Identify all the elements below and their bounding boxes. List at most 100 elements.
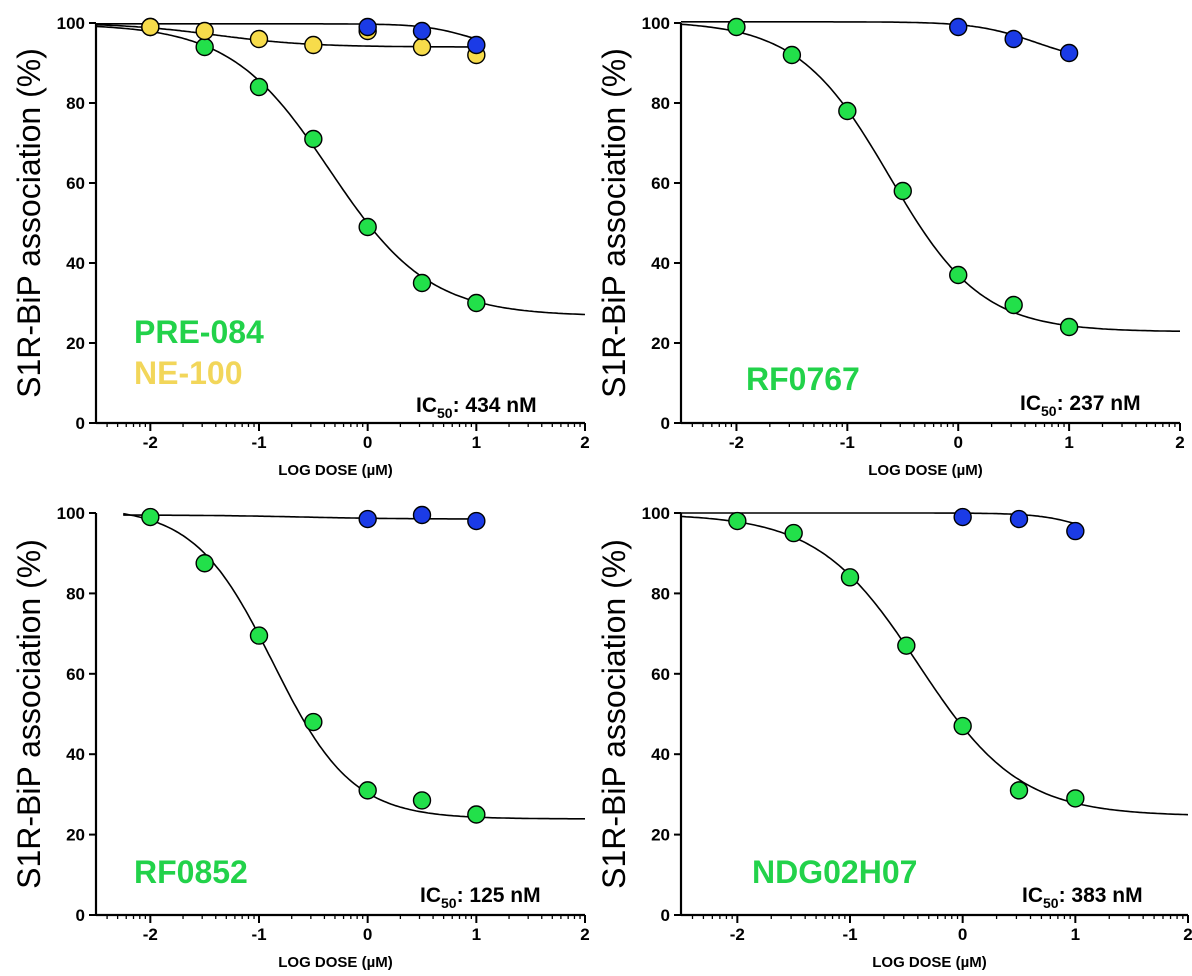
x-tick-label: 1: [472, 925, 481, 944]
y-tick-label: 80: [66, 94, 85, 113]
data-point-yellow: [195, 21, 214, 41]
compound-label: NE-100: [134, 355, 243, 391]
fit-curve: [680, 23, 1180, 332]
data-point-yellow: [412, 37, 432, 57]
data-point-blue: [412, 505, 432, 525]
y-axis-title: S1R-BiP association (%): [596, 539, 632, 889]
x-tick-label: 2: [580, 433, 589, 452]
data-point-green: [1004, 295, 1023, 315]
x-tick-label: -2: [730, 925, 745, 944]
y-tick-label: 0: [661, 414, 670, 433]
data-point-green: [1059, 317, 1079, 337]
fit-curve: [681, 21, 1070, 54]
y-tick-label: 80: [651, 94, 670, 113]
chart-panel-1: 0 20 40 60 80 100 -2 -1 0 1 2 LOG DOSE (µM) S1R-BiP …: [11, 14, 590, 479]
x-tick-label: -1: [840, 433, 855, 452]
y-axis-title: S1R-BiP association (%): [596, 48, 632, 398]
compound-label: PRE-084: [134, 314, 264, 350]
y-tick-label: 40: [651, 254, 670, 273]
ic50-label: IC50: 434 nM: [416, 394, 537, 421]
x-tick-label: 2: [1183, 925, 1192, 944]
x-axis-title: LOG DOSE (µM): [872, 954, 986, 971]
data-point-yellow: [249, 29, 269, 49]
data-point-green: [949, 265, 968, 285]
x-tick-label: -2: [729, 433, 744, 452]
fit-curve: [123, 512, 585, 820]
y-axis-title: S1R-BiP association (%): [11, 48, 47, 398]
data-point-green: [897, 636, 916, 655]
x-tick-label: -1: [842, 925, 857, 944]
x-tick-label: 2: [1175, 433, 1184, 452]
y-tick-label: 100: [57, 14, 85, 33]
x-axis-title: LOG DOSE (µM): [868, 462, 982, 479]
data-point-green: [195, 37, 214, 57]
y-tick-label: 40: [651, 745, 670, 764]
y-tick-label: 0: [76, 906, 85, 925]
data-point-green: [1009, 781, 1029, 800]
y-tick-label: 20: [66, 334, 85, 353]
chart-panel-2: 0 20 40 60 80 100 -2 -1 0 1 2 LOG DOSE (µM) S1R-BiP …: [596, 14, 1185, 479]
data-point-blue: [953, 507, 972, 527]
data-point-green: [727, 17, 746, 37]
data-point-green: [304, 129, 323, 149]
x-tick-label: -2: [143, 925, 158, 944]
data-point-green: [1066, 789, 1085, 808]
x-tick-label: 0: [363, 925, 372, 944]
data-point-yellow: [304, 35, 323, 55]
data-point-green: [249, 77, 269, 97]
data-point-blue: [358, 17, 377, 37]
data-point-blue: [1066, 521, 1085, 541]
chart-panel-4: 0 20 40 60 80 100 -2 -1 0 1 2 LOG DOSE (µM) S1R-BiP …: [596, 504, 1192, 971]
y-tick-label: 20: [651, 826, 670, 845]
y-tick-label: 0: [76, 414, 85, 433]
x-tick-label: -2: [143, 433, 158, 452]
x-axis-title: LOG DOSE (µM): [278, 462, 392, 479]
compound-label: RF0852: [134, 854, 248, 890]
data-point-blue: [467, 511, 486, 531]
data-point-blue: [467, 35, 486, 55]
x-tick-label: 2: [580, 925, 589, 944]
x-axis-title: LOG DOSE (µM): [278, 954, 392, 971]
x-tick-label: -1: [251, 925, 266, 944]
data-point-green: [412, 791, 432, 810]
compound-label: NDG02H07: [752, 854, 917, 890]
data-point-green: [782, 45, 802, 65]
data-point-green: [840, 568, 860, 587]
chart-panel-3: 0 20 40 60 80 100 -2 -1 0 1 2 LOG DOSE (µM) S1R-BiP …: [11, 504, 590, 971]
y-tick-label: 40: [66, 254, 85, 273]
y-tick-label: 20: [66, 826, 85, 845]
y-tick-label: 60: [651, 174, 670, 193]
x-tick-label: 0: [363, 433, 372, 452]
data-point-green: [467, 805, 486, 824]
ic50-label: IC50: 383 nM: [1022, 884, 1143, 911]
y-tick-label: 20: [651, 334, 670, 353]
data-point-green: [358, 781, 377, 800]
y-tick-label: 60: [651, 665, 670, 684]
data-point-blue: [1009, 509, 1029, 529]
x-tick-label: 0: [953, 433, 962, 452]
data-point-green: [784, 523, 803, 543]
y-tick-label: 100: [57, 504, 85, 523]
data-point-green: [893, 181, 912, 201]
x-tick-label: 0: [958, 925, 967, 944]
data-point-green: [195, 554, 214, 573]
data-point-yellow: [141, 17, 160, 37]
y-tick-label: 60: [66, 665, 85, 684]
ic50-label: IC50: 125 nM: [420, 884, 541, 911]
x-tick-label: 1: [1071, 925, 1080, 944]
data-point-blue: [1004, 29, 1023, 49]
y-axis-title: S1R-BiP association (%): [11, 539, 47, 889]
data-point-green: [249, 626, 269, 645]
ic50-label: IC50: 237 nM: [1020, 392, 1141, 419]
data-point-green: [953, 716, 972, 736]
data-point-green: [304, 712, 323, 732]
y-tick-label: 80: [651, 584, 670, 603]
data-point-blue: [1059, 43, 1079, 63]
y-tick-label: 60: [66, 174, 85, 193]
fit-curve: [95, 25, 586, 316]
data-point-green: [467, 293, 486, 313]
x-tick-label: 1: [472, 433, 481, 452]
data-point-green: [141, 507, 160, 527]
data-point-blue: [412, 21, 432, 41]
x-tick-label: 1: [1064, 433, 1073, 452]
